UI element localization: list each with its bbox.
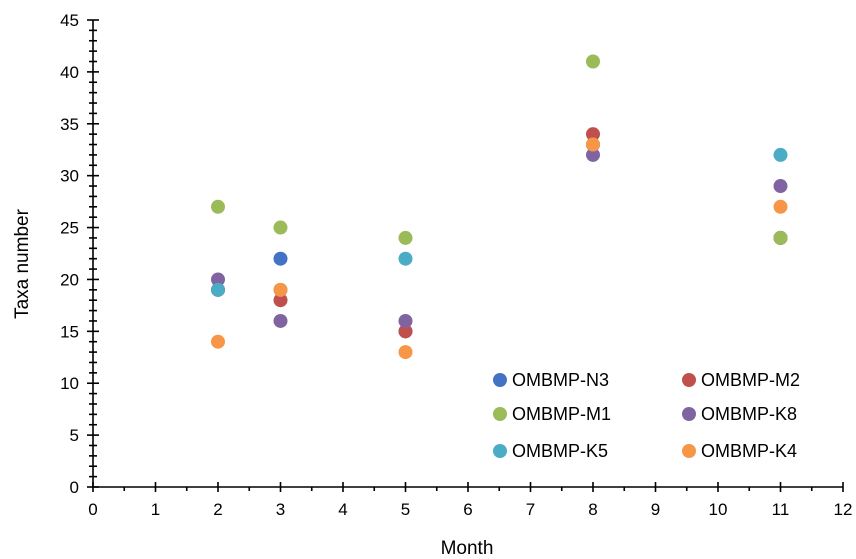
legend-marker xyxy=(493,407,507,421)
legend: OMBMP-N3 OMBMP-M2 OMBMP-M1 OMBMP-K8 OMBMP-K5… xyxy=(493,370,800,461)
x-tick-label: 1 xyxy=(151,500,160,519)
y-tick-label: 10 xyxy=(60,374,79,393)
data-point xyxy=(398,313,413,328)
series-ombmp-k4 xyxy=(211,137,788,360)
x-tick-label: 12 xyxy=(834,500,853,519)
plot-area xyxy=(211,54,788,360)
x-tick-label: 0 xyxy=(88,500,97,519)
legend-marker xyxy=(493,373,507,387)
data-point xyxy=(211,272,225,287)
data-point xyxy=(211,282,225,297)
data-point xyxy=(773,147,788,162)
data-point xyxy=(773,179,788,194)
y-tick-label: 0 xyxy=(70,478,79,497)
data-point xyxy=(273,251,288,266)
data-point xyxy=(773,199,788,214)
series-ombmp-m2 xyxy=(211,127,788,339)
legend-marker xyxy=(682,373,696,387)
data-point xyxy=(211,334,225,349)
data-point xyxy=(398,230,413,245)
y-tick-label: 45 xyxy=(60,11,79,30)
series-ombmp-m1 xyxy=(211,54,788,245)
y-axis-title: Taxa number xyxy=(12,208,33,319)
legend-marker xyxy=(682,407,696,421)
x-axis-title: Month xyxy=(441,538,494,559)
data-point xyxy=(211,199,225,214)
y-tick-label: 40 xyxy=(60,63,79,82)
series-ombmp-k8 xyxy=(211,147,788,328)
series-ombmp-k5 xyxy=(211,137,788,297)
x-tick-label: 9 xyxy=(651,500,660,519)
legend-marker xyxy=(493,444,507,458)
y-tick-label: 35 xyxy=(60,115,79,134)
data-point xyxy=(586,127,600,142)
data-point xyxy=(586,147,600,162)
x-tick-label: 2 xyxy=(213,500,222,519)
data-point xyxy=(273,282,288,297)
y-tick-label: 25 xyxy=(60,219,79,238)
series-ombmp-n3 xyxy=(211,137,788,339)
x-tick-label: 10 xyxy=(709,500,728,519)
legend-label: OMBMP-N3 xyxy=(512,370,609,390)
data-point xyxy=(398,345,413,360)
data-point xyxy=(586,54,600,69)
x-tick-label: 4 xyxy=(338,500,347,519)
x-tick-label: 5 xyxy=(401,500,410,519)
x-tick-label: 8 xyxy=(588,500,597,519)
y-tick-label: 30 xyxy=(60,167,79,186)
legend-label: OMBMP-M1 xyxy=(512,404,611,424)
legend-label: OMBMP-K8 xyxy=(701,404,797,424)
legend-label: OMBMP-K5 xyxy=(512,441,608,461)
legend-label: OMBMP-K4 xyxy=(701,441,797,461)
x-tick-label: 6 xyxy=(463,500,472,519)
y-tick-label: 20 xyxy=(60,270,79,289)
data-point xyxy=(398,251,413,266)
legend-marker xyxy=(682,444,696,458)
data-point xyxy=(273,220,288,235)
data-point xyxy=(273,293,288,308)
x-tick-label: 7 xyxy=(526,500,535,519)
x-tick-label: 11 xyxy=(772,500,790,519)
data-point xyxy=(586,137,600,152)
legend-label: OMBMP-M2 xyxy=(701,370,800,390)
data-point xyxy=(773,230,788,245)
y-tick-label: 5 xyxy=(70,426,79,445)
data-point xyxy=(273,313,288,328)
y-tick-label: 15 xyxy=(60,322,79,341)
data-point xyxy=(398,324,413,339)
x-tick-label: 3 xyxy=(276,500,285,519)
